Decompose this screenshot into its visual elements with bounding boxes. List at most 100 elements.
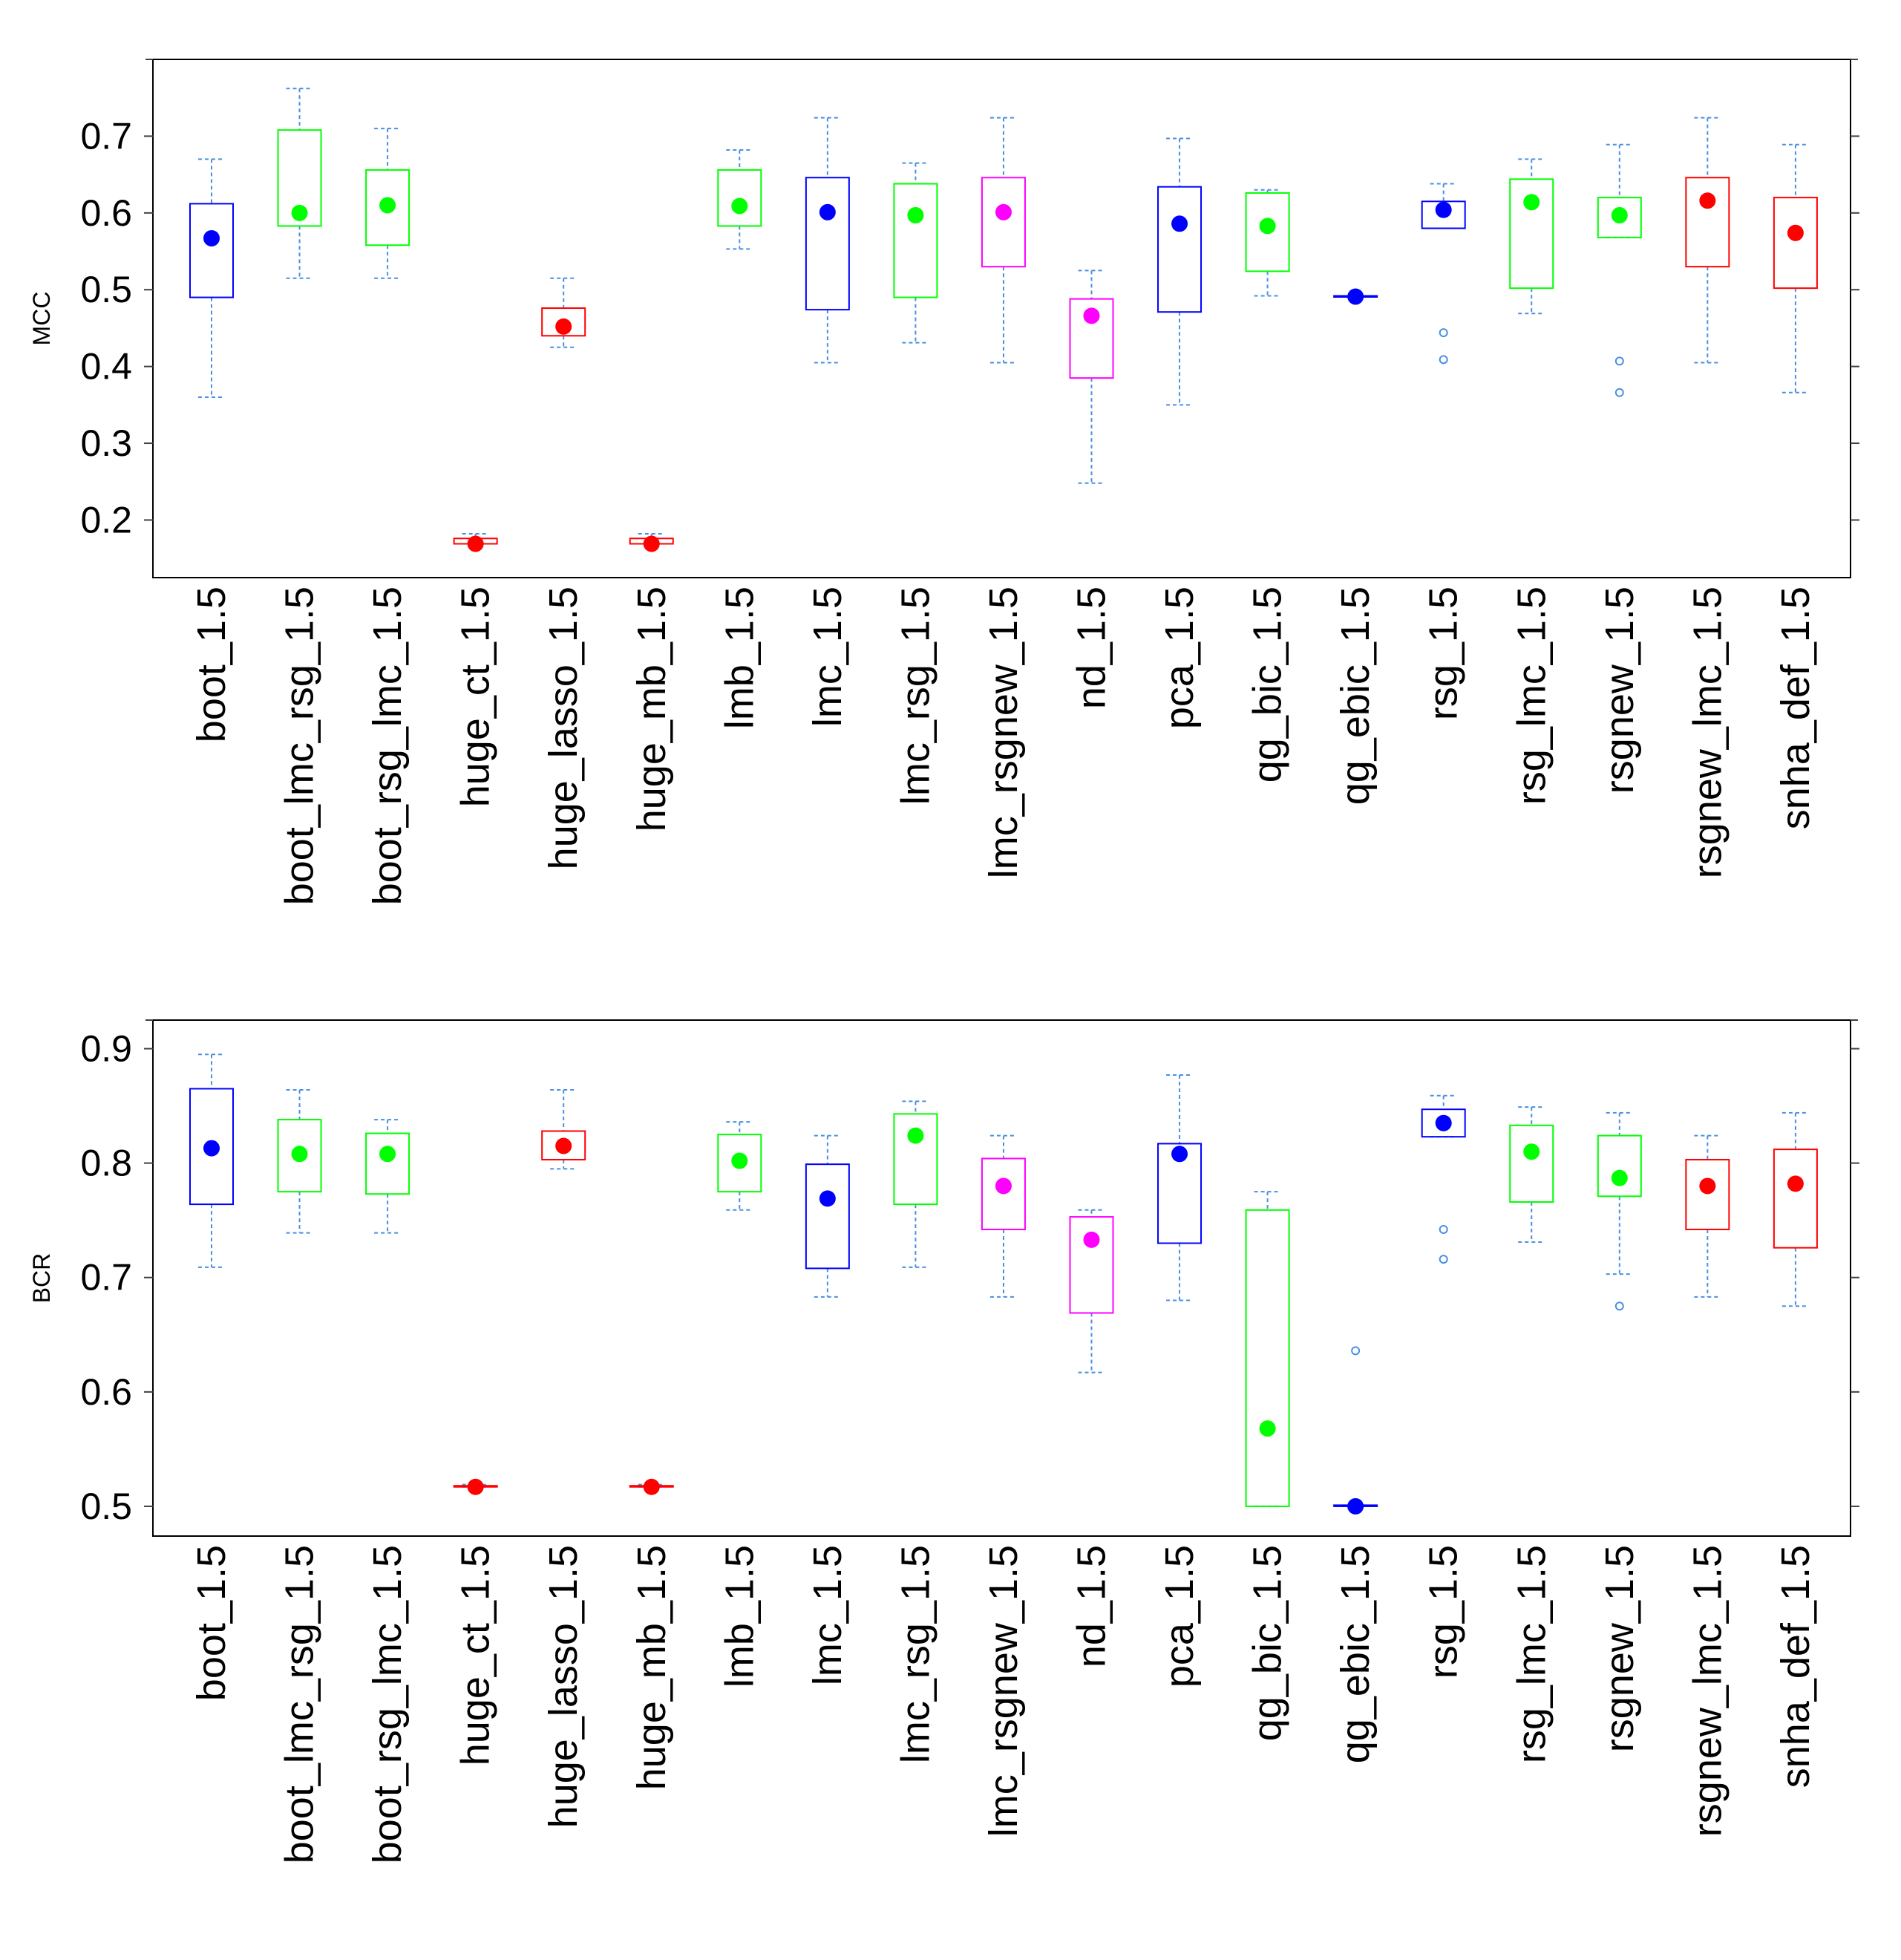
bcr-panel: 0.5 0.6 0.7 0.8 0.9 BCR boot_1.5 boot_lmc_rsg_1… [28,1019,1859,1863]
marker-dot [1699,1177,1716,1195]
box-body [1157,1143,1203,1244]
marker-dot [467,1478,484,1495]
plot-frame [152,1019,1851,1537]
marker-dot [1347,1497,1364,1515]
box-rsg_lmc_1.5 [1509,158,1554,315]
box-boot_lmc_rsg_1.5 [277,1089,322,1234]
x-tick-label: snha_def_1.5 [1773,1545,1818,1788]
x-tick-label: lmc_rsg_1.5 [893,1545,938,1763]
x-tick-label: lmc_1.5 [805,1545,850,1685]
box-body [1597,1134,1642,1198]
y-tick-label: 0.5 [80,269,132,310]
y-tick-label: 0.7 [80,115,132,157]
y-axis-title: MCC [28,292,55,346]
x-tick-label: huge_ct_1.5 [454,1545,498,1765]
box-rsg_1.5 [1421,183,1466,365]
marker-dot [555,1137,572,1154]
outlier-point [1439,1255,1448,1264]
box-qg_bic_1.5 [1245,1191,1290,1507]
x-tick-label: nd_1.5 [1070,587,1114,709]
y-tick-label: 0.3 [80,422,132,464]
box-huge_lasso_1.5 [541,1089,586,1170]
box-boot_1.5 [189,158,234,398]
marker-dot [467,535,484,552]
marker-dot [731,197,748,215]
box-lmc_rsg_1.5 [893,1100,938,1268]
marker-dot [203,1140,220,1157]
box-pca_1.5 [1157,137,1203,406]
box-body [1245,1209,1290,1507]
box-lmc_rsgnew_1.5 [981,117,1026,364]
box-lmb_1.5 [717,149,762,250]
marker-dot [203,229,220,246]
marker-dot [1435,201,1452,218]
x-tick-label: pca_1.5 [1157,587,1202,729]
outlier-point [1614,388,1624,397]
marker-dot [291,204,308,221]
marker-dot [1523,194,1540,211]
box-body [1509,1124,1554,1203]
marker-dot [1611,206,1628,223]
box-body [1421,1108,1466,1138]
box-lmb_1.5 [717,1121,762,1211]
x-tick-label: lmc_rsgnew_1.5 [981,1545,1026,1837]
box-boot_lmc_rsg_1.5 [277,88,322,279]
box-body [981,1157,1026,1231]
box-snha_def_1.5 [1773,143,1818,393]
marker-dot [1435,1114,1452,1131]
box-snha_def_1.5 [1773,1111,1818,1307]
box-huge_ct_1.5 [453,533,498,552]
y-axis-title: BCR [28,1253,55,1304]
x-tick-label: lmc_rsgnew_1.5 [981,587,1026,878]
marker-dot [1259,218,1276,235]
x-tick-label: boot_1.5 [189,1545,234,1701]
x-tick-label: qg_ebic_1.5 [1333,587,1378,805]
marker-dot [819,1190,836,1207]
marker-dot [379,1146,396,1163]
box-rsgnew_lmc_1.5 [1685,117,1730,364]
x-tick-label: rsg_1.5 [1421,587,1466,720]
marker-dot [1787,224,1804,241]
marker-dot [643,1478,660,1495]
x-tick-label: rsgnew_1.5 [1597,1545,1642,1752]
box-nd_1.5 [1069,1209,1114,1373]
box-body [1069,1216,1114,1314]
y-tick-label: 0.8 [80,1143,132,1184]
x-tick-label: huge_mb_1.5 [629,587,674,832]
x-tick-label: qg_ebic_1.5 [1333,1545,1378,1763]
marker-dot [907,1127,924,1144]
box-nd_1.5 [1069,270,1114,484]
x-tick-label: lmc_1.5 [805,587,850,727]
box-body [981,177,1026,268]
marker-dot [995,203,1012,220]
box-rsgnew_1.5 [1597,143,1642,397]
outlier-point [1614,1301,1624,1311]
y-tick-label: 0.9 [80,1028,132,1070]
plot-frame [152,59,1851,578]
outlier-point [1614,356,1624,366]
x-tick-label: lmc_rsg_1.5 [893,587,938,805]
marker-dot [1083,1231,1100,1248]
box-qg_bic_1.5 [1245,189,1290,297]
box-body [277,1119,322,1193]
box-body [365,1132,410,1195]
box-rsg_lmc_1.5 [1509,1106,1554,1243]
x-tick-label: pca_1.5 [1157,1545,1202,1688]
box-body [1685,1159,1730,1231]
box-lmc_1.5 [805,1134,850,1298]
marker-dot [1611,1169,1628,1186]
marker-dot [379,197,396,214]
x-tick-label: rsg_1.5 [1421,1545,1466,1679]
x-tick-label: boot_lmc_rsg_1.5 [278,1545,322,1863]
marker-dot [1787,1175,1804,1192]
box-body [189,203,234,298]
x-tick-label: boot_1.5 [189,587,234,742]
box-body [893,183,938,298]
marker-dot [1259,1420,1276,1437]
box-qg_ebic_1.5 [1333,288,1378,305]
marker-dot [1523,1143,1540,1160]
box-rsgnew_lmc_1.5 [1685,1134,1730,1298]
x-tick-label: snha_def_1.5 [1773,587,1818,829]
box-body [1069,298,1114,379]
